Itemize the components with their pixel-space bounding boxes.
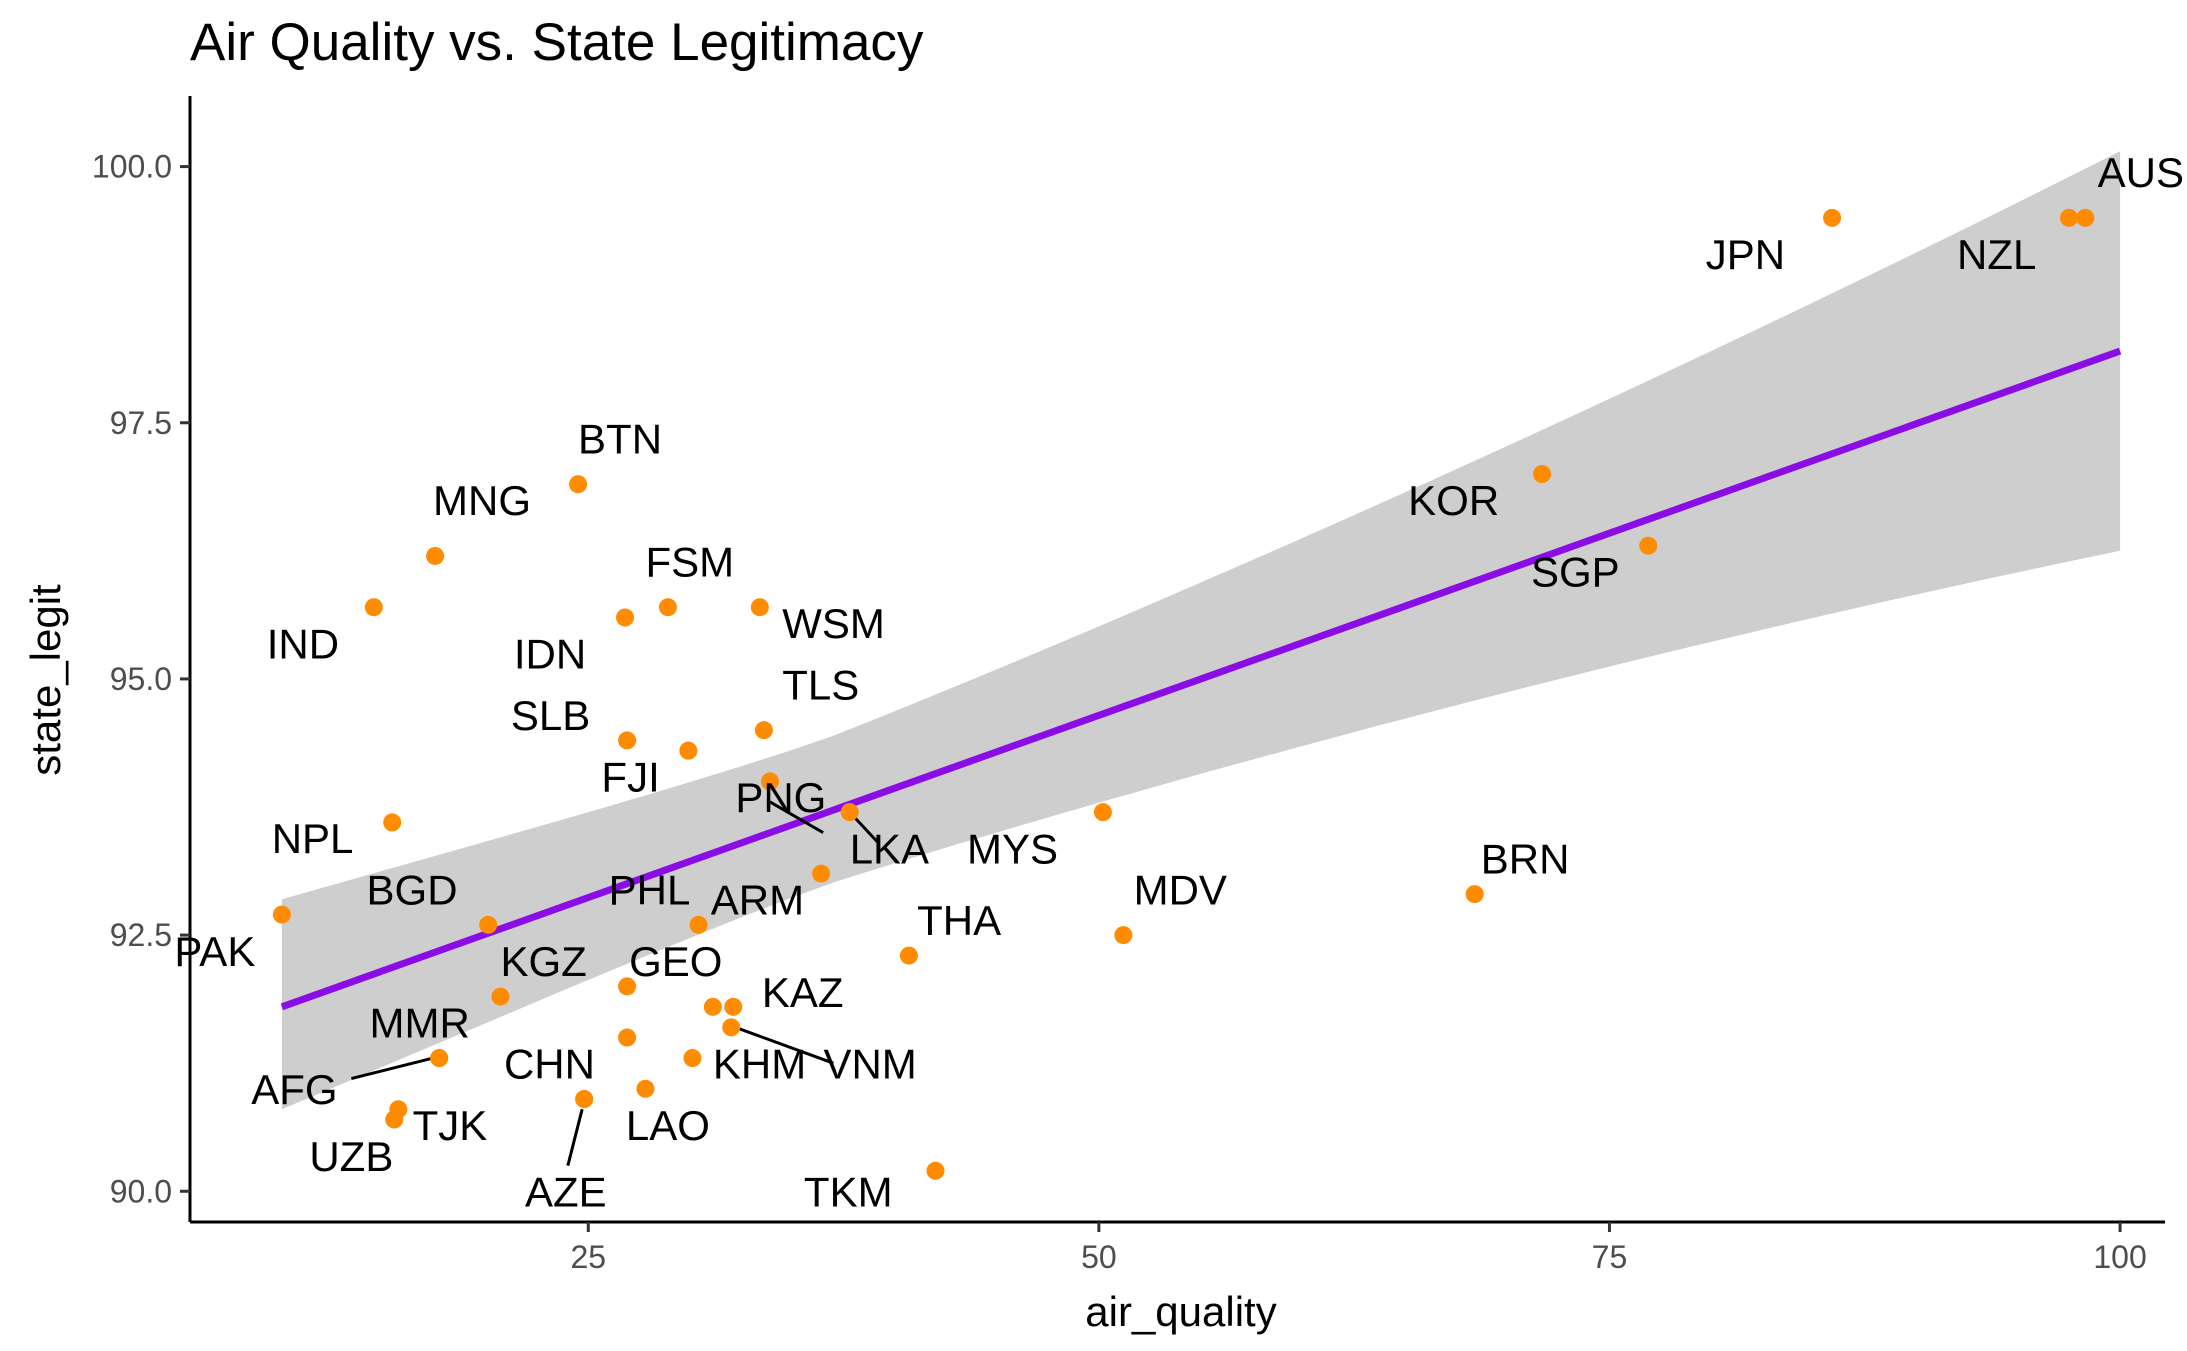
point-label: BGD [367,866,458,913]
point-label: KAZ [762,969,844,1016]
y-tick-label: 97.5 [110,405,172,441]
data-point [618,977,637,996]
data-point [679,741,698,760]
x-tick-label: 75 [1592,1239,1628,1275]
data-point [2060,208,2079,227]
point-label-layer: AUS NZL JPN KOR SGP BRN MYS MDV THA TKM BTN MNG IND F… [174,149,2184,1216]
data-point [703,997,722,1016]
data-point [426,546,445,565]
point-label: LKA [850,825,929,872]
point-label: KHM [713,1041,806,1088]
data-point [575,1090,594,1109]
y-axis-title: state_legit [22,584,69,776]
data-point [722,1018,741,1037]
data-point [479,915,498,934]
data-point [724,997,743,1016]
label-segment [769,800,824,834]
point-label: MNG [433,477,531,524]
point-label: KGZ [500,938,586,985]
point-label: PHL [609,866,691,913]
x-tick-label: 25 [570,1239,606,1275]
data-point [430,1049,449,1068]
data-point [761,772,780,791]
data-point [618,731,637,750]
data-point [1639,536,1658,555]
point-layer [272,208,2095,1180]
data-point [1114,926,1133,945]
data-point [569,475,588,494]
data-point [1093,803,1112,822]
fit-line-layer [280,347,2122,1011]
point-label: AFG [251,1066,337,1113]
confidence-band-layer [281,151,2121,1110]
point-label: FJI [601,754,659,801]
point-label: MDV [1134,866,1227,913]
point-label: GEO [629,938,722,985]
point-label: UZB [309,1133,393,1180]
point-label: KOR [1408,477,1499,524]
y-tick-label: 90.0 [110,1173,172,1209]
point-label: JPN [1706,231,1785,278]
data-point [812,864,831,883]
data-point [1465,885,1484,904]
confidence-band [281,151,2121,1110]
y-tick-label: 95.0 [110,661,172,697]
data-point [683,1049,702,1068]
point-label: AUS [2098,149,2184,196]
point-label: TJK [413,1102,488,1149]
label-segment [350,1056,434,1081]
data-point [385,1110,404,1129]
point-label: SGP [1531,549,1620,596]
data-point [491,987,510,1006]
data-point [1823,208,1842,227]
point-label: MYS [967,825,1058,872]
fit-line [280,347,2122,1011]
data-point [636,1079,655,1098]
point-label: WSM [782,600,885,647]
label-segment [566,1108,584,1167]
label-segment [734,1025,834,1065]
x-tick-label: 100 [2093,1239,2146,1275]
point-label: FSM [645,538,734,585]
x-tick-label: 50 [1081,1239,1117,1275]
point-label: IND [267,620,339,667]
data-point [364,598,383,617]
point-label: IDN [514,631,586,678]
data-point [840,803,859,822]
point-label: NZL [1957,231,2036,278]
point-label: BRN [1481,836,1570,883]
data-point [926,1161,945,1180]
point-label: TKM [804,1169,893,1216]
data-point [383,813,402,832]
data-point [754,721,773,740]
point-label: LAO [626,1102,710,1149]
point-label: VNM [823,1041,916,1088]
data-point [1533,465,1552,483]
data-point [616,608,635,627]
data-point [658,598,677,617]
x-axis-title: air_quality [1085,1288,1276,1335]
chart-title: Air Quality vs. State Legitimacy [190,13,924,72]
data-point [899,946,918,965]
data-point [689,915,708,934]
point-label: PNG [735,774,826,821]
point-label: TLS [782,661,859,708]
point-label: CHN [504,1041,595,1088]
data-point [2076,208,2095,227]
y-tick-label: 92.5 [110,917,172,953]
point-label: THA [917,897,1001,944]
point-label: ARM [711,877,804,924]
point-label: NPL [272,815,354,862]
data-point [272,905,291,924]
axis-layer: 25 50 75 100 90.0 92.5 95.0 97.5 100.0 [92,96,2165,1275]
data-point [750,598,769,617]
y-tick-label: 100.0 [92,149,172,185]
point-label: SLB [511,692,590,739]
point-label: AZE [525,1169,607,1216]
point-label: MMR [369,1000,469,1047]
data-point [618,1028,637,1047]
point-label: BTN [578,416,662,463]
